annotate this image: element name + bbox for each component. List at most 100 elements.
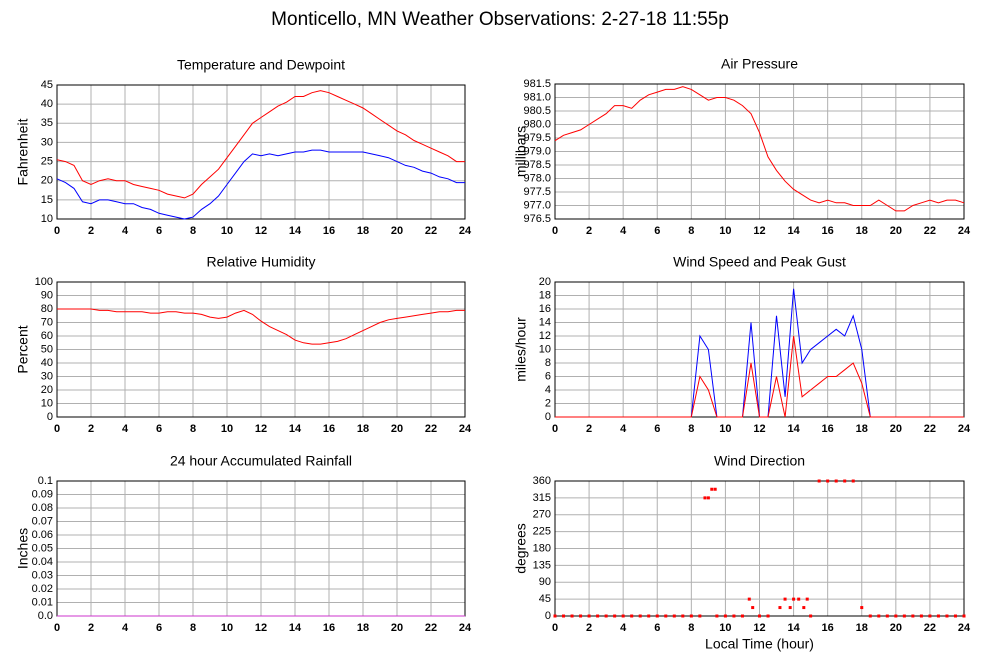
- x-tick-label: 10: [719, 622, 731, 634]
- y-tick-label: 135: [533, 559, 551, 571]
- y-tick-label: 360: [533, 475, 551, 487]
- data-point: [621, 614, 625, 618]
- data-point: [703, 496, 707, 500]
- x-tick-label: 22: [924, 225, 936, 237]
- chart-title: Wind Direction: [714, 453, 805, 469]
- x-tick-label: 6: [654, 622, 660, 634]
- x-tick-label: 16: [822, 423, 834, 435]
- data-point: [715, 614, 719, 618]
- y-axis-label: Fahrenheit: [15, 118, 31, 185]
- y-tick-label: 18: [539, 289, 551, 301]
- y-tick-label: 2: [545, 397, 551, 409]
- x-tick-label: 0: [552, 622, 558, 634]
- x-tick-label: 18: [856, 423, 868, 435]
- data-point: [817, 479, 821, 483]
- data-point: [885, 614, 889, 618]
- x-tick-label: 22: [425, 423, 437, 435]
- data-point: [928, 614, 932, 618]
- y-axis-label: miles/hour: [513, 317, 529, 382]
- x-tick-label: 2: [586, 622, 592, 634]
- data-point: [647, 614, 651, 618]
- y-tick-label: 4: [545, 384, 551, 396]
- data-line: [56, 149, 465, 220]
- data-point: [713, 487, 717, 491]
- y-tick-label: 0.01: [32, 596, 53, 608]
- y-tick-label: 981.5: [523, 78, 551, 90]
- y-tick-label: 16: [539, 303, 551, 315]
- x-tick-label: 8: [190, 423, 196, 435]
- x-tick-label: 6: [156, 225, 162, 237]
- y-tick-label: 180: [533, 542, 551, 554]
- data-point: [664, 614, 668, 618]
- data-point: [911, 614, 915, 618]
- data-point: [826, 479, 830, 483]
- y-tick-label: 40: [41, 98, 53, 110]
- y-tick-label: 0.0: [38, 610, 53, 622]
- y-tick-label: 70: [41, 316, 53, 328]
- x-tick-label: 18: [357, 423, 369, 435]
- x-tick-label: 20: [391, 225, 403, 237]
- x-tick-label: 8: [688, 423, 694, 435]
- x-tick-label: 0: [552, 423, 558, 435]
- data-line: [555, 335, 964, 418]
- x-tick-label: 2: [88, 225, 94, 237]
- y-tick-label: 981.0: [523, 91, 551, 103]
- data-point: [740, 614, 744, 618]
- y-tick-label: 0: [545, 610, 551, 622]
- data-point: [596, 614, 600, 618]
- page-title: Monticello, MN Weather Observations: 2-2…: [271, 9, 729, 30]
- x-tick-label: 20: [391, 622, 403, 634]
- y-tick-label: 10: [41, 213, 53, 225]
- x-tick-label: 4: [620, 423, 627, 435]
- data-point: [706, 496, 710, 500]
- x-tick-label: 8: [190, 622, 196, 634]
- data-point: [953, 614, 957, 618]
- y-tick-label: 50: [41, 343, 53, 355]
- x-tick-label: 2: [88, 423, 94, 435]
- y-tick-label: 270: [533, 509, 551, 521]
- data-point: [587, 614, 591, 618]
- data-point: [797, 597, 801, 601]
- x-tick-label: 20: [890, 423, 902, 435]
- x-tick-label: 14: [787, 622, 800, 634]
- y-tick-label: 35: [41, 117, 53, 129]
- y-axis-label: Percent: [15, 325, 31, 373]
- x-tick-label: 14: [787, 423, 800, 435]
- data-point: [783, 597, 787, 601]
- y-tick-label: 6: [545, 370, 551, 382]
- y-tick-label: 977.5: [523, 186, 551, 198]
- x-tick-label: 2: [586, 423, 592, 435]
- x-tick-label: 12: [753, 622, 765, 634]
- data-point: [860, 606, 864, 610]
- y-tick-label: 15: [41, 194, 53, 206]
- x-tick-label: 12: [753, 423, 765, 435]
- x-tick-label: 10: [221, 225, 233, 237]
- data-point: [962, 614, 966, 618]
- y-tick-label: 20: [539, 276, 551, 288]
- x-tick-label: 14: [289, 622, 302, 634]
- x-tick-label: 2: [88, 622, 94, 634]
- y-tick-label: 100: [35, 276, 53, 288]
- y-tick-label: 0.08: [32, 502, 53, 514]
- x-tick-label: 4: [122, 225, 129, 237]
- y-tick-label: 977.0: [523, 199, 551, 211]
- data-point: [710, 487, 714, 491]
- x-tick-label: 0: [54, 423, 60, 435]
- y-tick-label: 60: [41, 330, 53, 342]
- x-tick-label: 20: [890, 622, 902, 634]
- y-tick-label: 45: [41, 79, 53, 91]
- data-point: [672, 614, 676, 618]
- x-tick-label: 10: [719, 423, 731, 435]
- y-tick-label: 80: [41, 303, 53, 315]
- y-tick-label: 0.1: [38, 475, 53, 487]
- data-point: [778, 606, 782, 610]
- data-point: [723, 614, 727, 618]
- x-tick-label: 8: [190, 225, 196, 237]
- x-tick-label: 0: [54, 622, 60, 634]
- x-tick-label: 12: [753, 225, 765, 237]
- y-tick-label: 14: [539, 316, 551, 328]
- chart-title: Relative Humidity: [207, 254, 316, 270]
- x-tick-label: 18: [856, 225, 868, 237]
- y-tick-label: 980.5: [523, 105, 551, 117]
